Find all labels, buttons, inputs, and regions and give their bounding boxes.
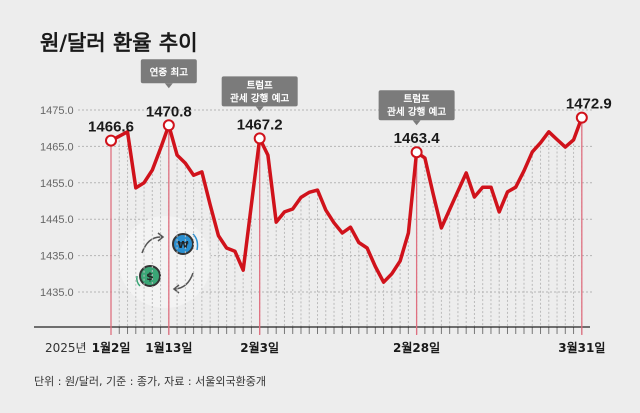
x-date-label: 2월28일 (393, 340, 440, 355)
value-label: 1472.9 (566, 96, 612, 113)
callout-pointer (164, 83, 173, 89)
highlight-marker (410, 146, 423, 159)
x-date-label: 1월2일 (92, 340, 131, 355)
y-tick-label: 1465.0 (40, 141, 74, 153)
y-tick-label: 1455.0 (40, 178, 74, 190)
won-coin-icon: ₩ (172, 233, 199, 255)
svg-text:₩: ₩ (177, 240, 188, 251)
value-label: 1466.6 (88, 119, 134, 136)
y-tick-label: 1435.0 (40, 287, 74, 299)
value-label: 1463.4 (394, 130, 441, 147)
callout-text: 연중 최고 (150, 66, 189, 78)
highlight-marker (105, 134, 117, 147)
callout-box (378, 90, 455, 121)
y-tick-label: 1435.0 (40, 251, 74, 263)
year-label: 2025년 (45, 341, 87, 355)
highlight-marker (162, 119, 175, 132)
highlight-marker (253, 132, 266, 145)
x-date-label: 2월3일 (240, 340, 279, 355)
dollar-coin-icon: $ (136, 265, 161, 287)
callout-text: 관세 강행 예고 (230, 92, 289, 104)
svg-text:$: $ (146, 270, 154, 283)
x-date-label: 1월13일 (145, 340, 192, 355)
callout-text: 관세 강행 예고 (387, 106, 446, 118)
series-line (109, 115, 584, 284)
illustration-background (119, 216, 211, 308)
highlight-marker (575, 111, 588, 124)
currency-exchange-illustration: ₩ $ (119, 216, 211, 308)
footer-source: 단위 : 원/달러, 기준 : 종가, 자료 : 서울외국환중개 (34, 375, 266, 388)
callout-pointer (412, 120, 421, 126)
y-tick-label: 1445.0 (40, 214, 74, 226)
callout-box (140, 59, 197, 84)
value-label: 1470.8 (146, 103, 192, 120)
highlight-lines (110, 117, 583, 335)
x-date-label: 3월31일 (558, 340, 605, 355)
y-axis: 1475.0 1465.0 1455.0 1445.0 1435.0 1435.0 (40, 105, 74, 299)
callout-box (221, 76, 298, 107)
y-tick-label: 1475.0 (40, 105, 74, 117)
value-label: 1467.2 (237, 116, 283, 133)
callout-text: 트럼프 (404, 93, 430, 105)
callout-text: 트럼프 (247, 79, 273, 91)
chart-title: 원/달러 환율 추이 (40, 31, 198, 55)
x-axis (34, 326, 590, 334)
callout-pointer (255, 106, 264, 112)
